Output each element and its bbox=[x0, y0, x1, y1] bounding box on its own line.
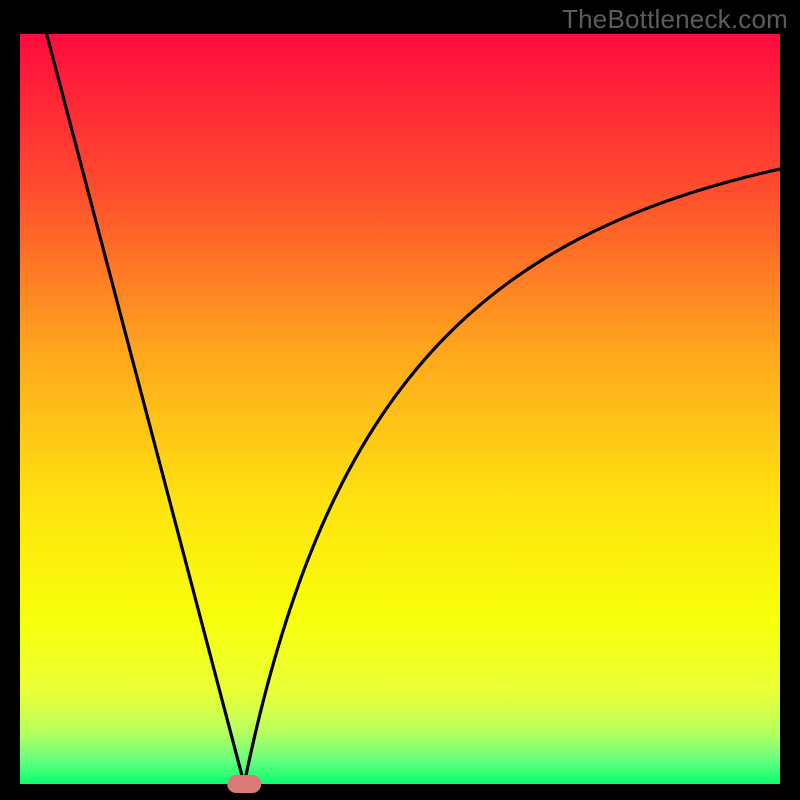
bottleneck-marker bbox=[227, 775, 261, 793]
watermark-text: TheBottleneck.com bbox=[562, 4, 788, 35]
bottleneck-chart bbox=[0, 0, 800, 800]
chart-frame: TheBottleneck.com bbox=[0, 0, 800, 800]
plot-background bbox=[20, 34, 780, 784]
